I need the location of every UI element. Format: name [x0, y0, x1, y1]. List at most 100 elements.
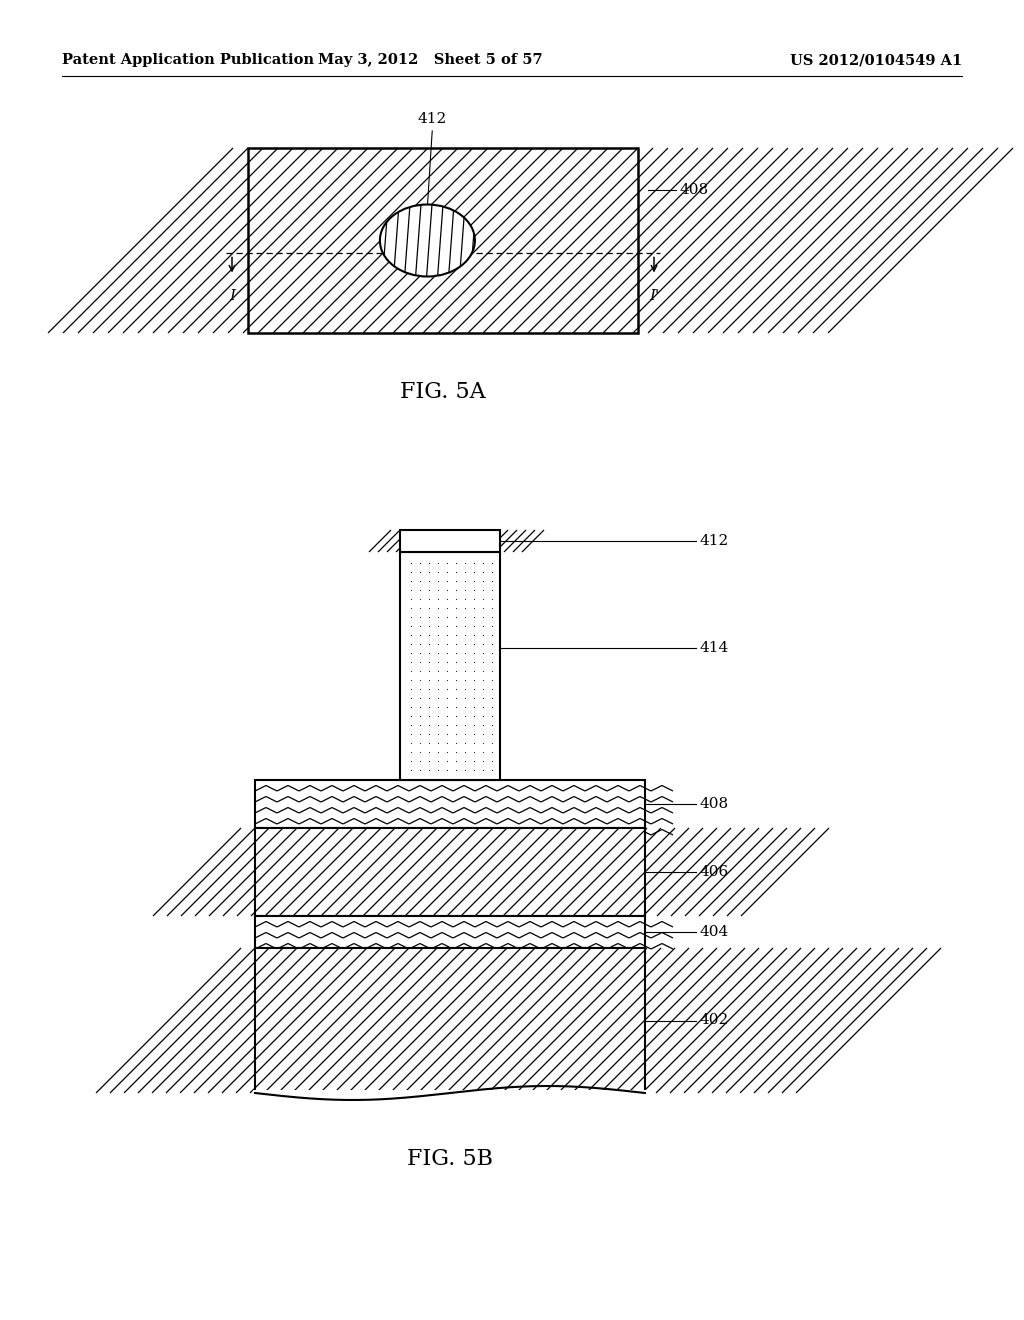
- Text: 406: 406: [700, 865, 729, 879]
- Point: [412, 714, 428, 735]
- Text: I: I: [229, 289, 234, 304]
- Point: [439, 624, 456, 645]
- Bar: [255, 948, 645, 1093]
- Point: [402, 688, 419, 709]
- Point: [466, 615, 482, 636]
- Point: [402, 598, 419, 619]
- Point: [447, 634, 464, 655]
- Point: [412, 688, 428, 709]
- Point: [447, 589, 464, 610]
- Point: [439, 652, 456, 673]
- Point: [475, 751, 492, 772]
- Point: [447, 615, 464, 636]
- Point: [483, 589, 500, 610]
- Point: [421, 615, 437, 636]
- Point: [430, 598, 446, 619]
- Bar: [400, 531, 500, 552]
- Point: [421, 652, 437, 673]
- Point: [421, 570, 437, 591]
- Point: [430, 634, 446, 655]
- Point: [475, 634, 492, 655]
- Point: [421, 643, 437, 664]
- Point: [483, 759, 500, 780]
- Point: [447, 579, 464, 601]
- Point: [412, 561, 428, 582]
- Point: [457, 643, 473, 664]
- Point: [421, 634, 437, 655]
- Point: [412, 598, 428, 619]
- Bar: [255, 780, 645, 828]
- Point: [483, 643, 500, 664]
- Point: [439, 570, 456, 591]
- Point: [402, 589, 419, 610]
- Point: [466, 697, 482, 718]
- Point: [447, 598, 464, 619]
- Point: [421, 553, 437, 574]
- Bar: [255, 916, 645, 948]
- Point: [402, 561, 419, 582]
- Point: [439, 615, 456, 636]
- Point: [457, 579, 473, 601]
- Point: [402, 678, 419, 700]
- Point: [402, 615, 419, 636]
- Point: [483, 652, 500, 673]
- Point: [475, 759, 492, 780]
- Point: [402, 723, 419, 744]
- Point: [483, 615, 500, 636]
- Point: [430, 624, 446, 645]
- Point: [457, 733, 473, 754]
- Point: [457, 751, 473, 772]
- Point: [466, 688, 482, 709]
- Point: [466, 652, 482, 673]
- Point: [402, 742, 419, 763]
- Point: [447, 733, 464, 754]
- Point: [447, 697, 464, 718]
- Point: [475, 660, 492, 681]
- Point: [475, 561, 492, 582]
- Point: [412, 615, 428, 636]
- Point: [430, 688, 446, 709]
- Point: [402, 624, 419, 645]
- Point: [457, 598, 473, 619]
- Point: [447, 652, 464, 673]
- Point: [466, 751, 482, 772]
- Point: [439, 697, 456, 718]
- Point: [421, 688, 437, 709]
- Point: [421, 751, 437, 772]
- Point: [430, 652, 446, 673]
- Point: [475, 705, 492, 726]
- Point: [483, 714, 500, 735]
- Point: [483, 660, 500, 681]
- Point: [466, 733, 482, 754]
- Point: [430, 570, 446, 591]
- Point: [402, 759, 419, 780]
- Point: [447, 643, 464, 664]
- Point: [421, 723, 437, 744]
- Point: [466, 570, 482, 591]
- Text: 408: 408: [680, 183, 710, 197]
- Point: [457, 634, 473, 655]
- Point: [475, 606, 492, 627]
- Point: [402, 553, 419, 574]
- Point: [457, 624, 473, 645]
- Point: [457, 714, 473, 735]
- Point: [475, 652, 492, 673]
- Point: [483, 669, 500, 690]
- Text: I': I': [649, 289, 659, 304]
- Text: 412: 412: [418, 112, 447, 125]
- Point: [430, 742, 446, 763]
- Point: [457, 688, 473, 709]
- Point: [466, 553, 482, 574]
- Point: [402, 669, 419, 690]
- Point: [439, 742, 456, 763]
- Point: [421, 759, 437, 780]
- Point: [430, 660, 446, 681]
- Point: [421, 733, 437, 754]
- Point: [402, 579, 419, 601]
- Point: [457, 589, 473, 610]
- Point: [457, 553, 473, 574]
- Point: [447, 678, 464, 700]
- Text: May 3, 2012   Sheet 5 of 57: May 3, 2012 Sheet 5 of 57: [317, 53, 543, 67]
- Point: [412, 669, 428, 690]
- Point: [466, 579, 482, 601]
